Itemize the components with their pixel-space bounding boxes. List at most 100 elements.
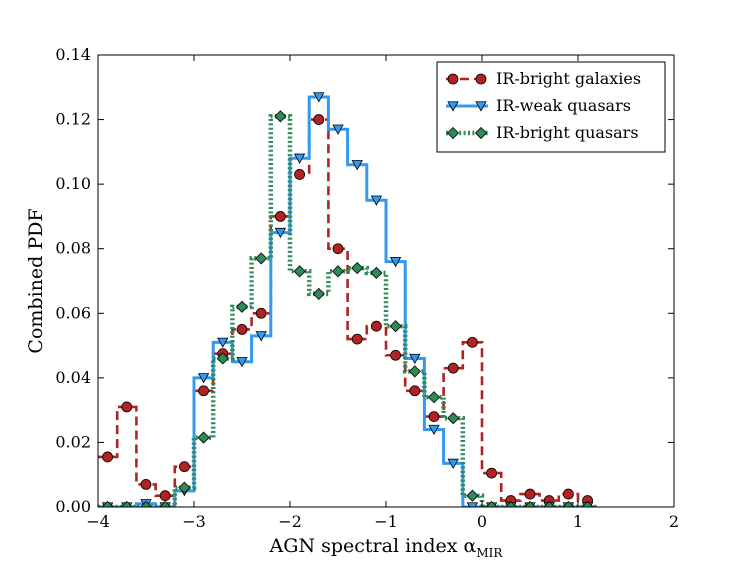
series-3 xyxy=(98,110,598,507)
data-point xyxy=(370,320,382,332)
data-point xyxy=(139,500,153,507)
data-point xyxy=(293,153,306,164)
data-point xyxy=(351,262,364,275)
legend-item-3: IR-bright quasars xyxy=(446,123,639,142)
data-point xyxy=(447,412,460,425)
legend-item-1: IR-bright galaxies xyxy=(446,69,641,88)
data-point xyxy=(332,124,344,135)
x-tick-label: 1 xyxy=(573,512,583,531)
legend-marker xyxy=(447,101,459,112)
data-point xyxy=(351,333,363,345)
data-point xyxy=(274,227,287,239)
ticks-layer: −4 −3 −2 −1 0 1 2 0.00 0.02 0.04 0.06 0.08 0.10 0.12 0… xyxy=(55,45,679,531)
y-tick-label: 0.10 xyxy=(55,174,91,193)
x-axis-label-subscript: MIR xyxy=(476,546,503,560)
data-point xyxy=(332,243,344,255)
data-point xyxy=(140,478,152,490)
y-tick-label: 0.14 xyxy=(55,45,91,64)
data-point xyxy=(121,401,133,413)
data-point xyxy=(197,431,210,444)
data-point xyxy=(389,256,402,268)
data-point xyxy=(466,336,478,348)
data-point xyxy=(427,391,441,404)
data-point xyxy=(294,169,306,180)
legend-marker xyxy=(446,126,460,140)
legend-item-2: IR-weak quasars xyxy=(446,96,631,115)
data-point xyxy=(236,357,248,368)
data-point xyxy=(409,385,421,397)
data-point xyxy=(101,500,114,507)
x-axis-label: AGN spectral index αMIR xyxy=(269,535,504,560)
x-tick-label: −1 xyxy=(374,512,398,531)
data-point xyxy=(428,411,440,423)
data-point xyxy=(274,211,286,222)
y-tick-label: 0.00 xyxy=(55,497,91,516)
data-point xyxy=(581,500,594,507)
data-point xyxy=(120,500,133,507)
data-point xyxy=(486,467,498,479)
data-point xyxy=(447,458,459,469)
legend-marker xyxy=(475,101,487,112)
data-point xyxy=(197,373,210,384)
y-axis-label: Combined PDF xyxy=(25,208,47,353)
series-line-3 xyxy=(98,114,598,507)
data-point xyxy=(485,500,498,507)
data-point xyxy=(102,451,113,463)
data-point xyxy=(504,500,517,507)
y-tick-label: 0.04 xyxy=(55,368,91,387)
data-point xyxy=(466,489,479,502)
data-point xyxy=(466,502,479,507)
data-point xyxy=(312,287,325,300)
y-tick-label: 0.06 xyxy=(55,303,91,322)
data-point xyxy=(370,266,383,279)
series-layer xyxy=(98,92,598,507)
legend-marker xyxy=(475,73,487,85)
data-point xyxy=(255,331,267,342)
data-point xyxy=(255,252,268,265)
x-tick-label: 2 xyxy=(669,512,679,531)
data-point xyxy=(159,500,172,507)
x-tick-label: −2 xyxy=(278,512,302,531)
data-point xyxy=(159,490,171,502)
data-point xyxy=(235,300,249,313)
x-tick-label: 0 xyxy=(477,512,487,531)
data-point xyxy=(524,488,536,500)
data-point xyxy=(313,92,325,103)
x-tick-label: −4 xyxy=(86,512,110,531)
data-point xyxy=(370,195,383,206)
legend: IR-bright galaxies IR-weak quasars IR-brig… xyxy=(436,61,666,153)
data-point xyxy=(428,424,440,436)
data-point xyxy=(390,349,402,361)
legend-marker xyxy=(474,126,488,140)
data-point xyxy=(178,461,190,473)
data-point xyxy=(216,352,229,365)
y-tick-label: 0.08 xyxy=(55,239,91,258)
data-point xyxy=(236,324,248,335)
x-tick-label: −3 xyxy=(182,512,206,531)
data-point xyxy=(198,385,210,397)
y-tick-label: 0.12 xyxy=(55,110,91,129)
data-point xyxy=(274,110,287,123)
data-point xyxy=(351,160,363,171)
legend-marker xyxy=(447,73,459,85)
x-axis-label-main: AGN spectral index α xyxy=(269,535,477,557)
legend-label: IR-weak quasars xyxy=(496,96,631,115)
data-point xyxy=(562,500,575,507)
data-point xyxy=(178,481,191,494)
data-point xyxy=(408,365,421,378)
data-point xyxy=(217,337,229,348)
series-line-2 xyxy=(98,95,598,507)
data-point xyxy=(409,353,421,365)
data-point xyxy=(293,265,306,278)
data-point xyxy=(563,488,574,500)
data-point xyxy=(447,362,459,374)
data-point xyxy=(331,265,345,278)
data-point xyxy=(313,114,325,125)
y-tick-label: 0.02 xyxy=(55,432,91,451)
data-point xyxy=(543,500,556,507)
data-point xyxy=(523,500,537,507)
legend-label: IR-bright galaxies xyxy=(496,69,641,88)
data-point xyxy=(255,307,267,319)
data-point xyxy=(389,320,402,333)
